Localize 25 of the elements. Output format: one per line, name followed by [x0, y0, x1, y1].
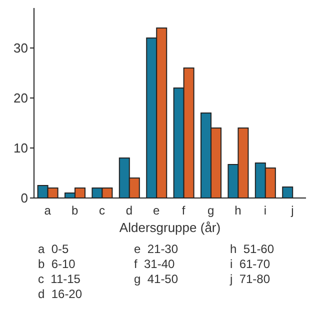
y-tick-label: 0: [20, 190, 28, 206]
y-tick-label: 30: [14, 40, 28, 56]
x-tick-label: a: [44, 204, 52, 218]
text: i 61-70: [230, 257, 270, 271]
x-tick-label: d: [126, 204, 133, 218]
x-tick-label: i: [264, 204, 267, 218]
y-tick-label: 10: [14, 140, 28, 156]
x-tick-label: j: [290, 204, 294, 218]
x-tick-label: g: [207, 204, 214, 218]
text: b 6-10: [38, 257, 76, 271]
x-tick-label: e: [153, 204, 160, 218]
text: a 0-5: [38, 242, 69, 256]
text: d 16-20: [38, 287, 82, 301]
x-tick-label: h: [234, 204, 242, 218]
text: f 31-40: [134, 257, 175, 271]
x-axis-title: Aldersgruppe (år): [119, 220, 221, 235]
x-tick-label: f: [182, 204, 186, 218]
x-tick-label: c: [99, 204, 105, 218]
text: h 51-60: [230, 242, 274, 256]
y-tick-label: 20: [14, 90, 28, 106]
text: j 71-80: [230, 272, 270, 286]
x-tick-label: b: [71, 204, 78, 218]
text: g 41-50: [134, 272, 178, 286]
text: e 21-30: [134, 242, 178, 256]
text: c 11-15: [38, 272, 80, 286]
